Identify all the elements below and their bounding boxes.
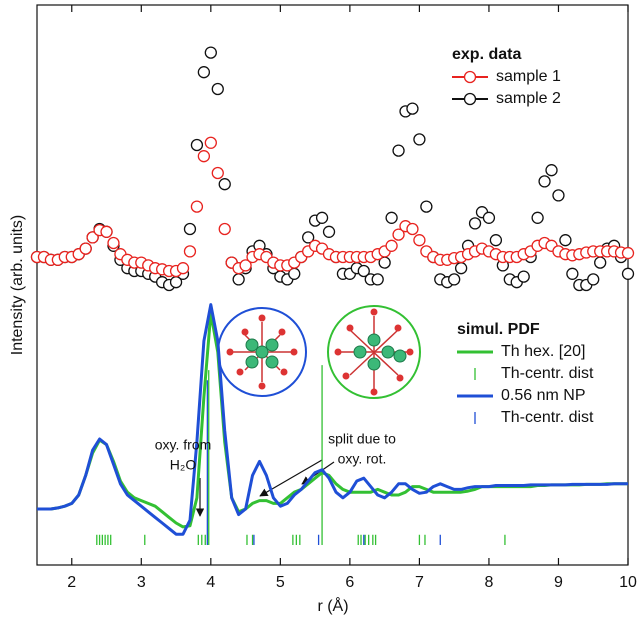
data-point: [621, 267, 635, 280]
data-point: [621, 246, 635, 260]
annotation: oxy. from: [155, 437, 212, 453]
legend-title: simul. PDF: [457, 321, 540, 338]
x-tick-label: 9: [554, 574, 563, 591]
legend-label: Th hex. [20]: [501, 343, 586, 360]
x-tick-label: 3: [137, 574, 146, 591]
x-tick-label: 6: [345, 574, 354, 591]
legend-title: exp. data: [452, 46, 521, 63]
data-point: [587, 273, 600, 286]
data-point: [232, 273, 245, 286]
x-tick-label: 5: [276, 574, 285, 591]
data-point: [302, 231, 315, 244]
data-point: [385, 239, 398, 252]
data-point: [315, 211, 329, 224]
data-point: [413, 234, 426, 247]
data-point: [468, 217, 482, 230]
data-point: [392, 144, 405, 157]
data-point: [107, 236, 120, 250]
structure-inset-hex: [327, 305, 421, 399]
x-tick-label: 2: [67, 574, 76, 591]
data-point: [517, 270, 530, 283]
series-line: [37, 303, 628, 536]
legend-label: Th-centr. dist: [501, 409, 594, 426]
data-point: [218, 222, 231, 236]
data-point: [566, 267, 579, 280]
x-tick-label: 4: [206, 574, 215, 591]
data-point: [406, 222, 419, 236]
legend-label: Th-centr. dist: [501, 365, 594, 382]
legend-label: sample 1: [496, 68, 561, 85]
legend-swatch: [463, 92, 477, 106]
data-point: [482, 211, 496, 224]
data-point: [190, 200, 204, 213]
data-point: [559, 234, 572, 247]
x-axis-label: r (Å): [317, 596, 348, 615]
data-point: [239, 259, 252, 272]
data-point: [100, 225, 113, 238]
data-point: [489, 234, 503, 247]
legend-label: sample 2: [496, 90, 561, 107]
data-point: [420, 200, 433, 213]
data-point: [211, 82, 224, 96]
plot-frame: [36, 4, 629, 566]
data-point: [204, 46, 217, 59]
data-point: [371, 273, 384, 286]
data-point: [322, 225, 336, 238]
structure-inset-np: [217, 307, 307, 397]
series-line: [37, 311, 628, 529]
data-point: [183, 245, 197, 258]
data-point: [531, 211, 544, 224]
data-point: [448, 273, 461, 286]
data-point: [79, 242, 92, 255]
data-point: [413, 133, 426, 146]
data-point: [454, 262, 468, 275]
data-point: [204, 136, 217, 149]
data-point: [385, 211, 398, 224]
x-tick-label: 10: [619, 574, 637, 591]
data-point: [406, 102, 419, 115]
annotation-arrows: [195, 459, 335, 517]
data-point: [176, 262, 190, 275]
annotation: H₂O: [170, 457, 197, 473]
data-point: [538, 175, 551, 188]
data-point: [197, 66, 211, 79]
data-point: [86, 231, 99, 244]
data-point: [197, 150, 211, 163]
data-point: [218, 178, 231, 191]
annotation: oxy. rot.: [338, 451, 387, 467]
data-point: [190, 138, 204, 152]
data-point: [357, 264, 370, 278]
data-point: [211, 166, 224, 180]
legend-swatch: [463, 70, 477, 84]
legend-label: 0.56 nm NP: [501, 387, 585, 404]
data-point: [183, 222, 197, 236]
x-tick-label: 7: [415, 574, 424, 591]
data-point: [552, 189, 565, 202]
data-point: [392, 228, 405, 241]
data-point: [594, 256, 607, 269]
y-axis-label: Intensity (arb. units): [9, 215, 26, 356]
x-tick-label: 8: [484, 574, 493, 591]
annotation: split due to: [328, 431, 396, 447]
data-point: [545, 164, 558, 177]
